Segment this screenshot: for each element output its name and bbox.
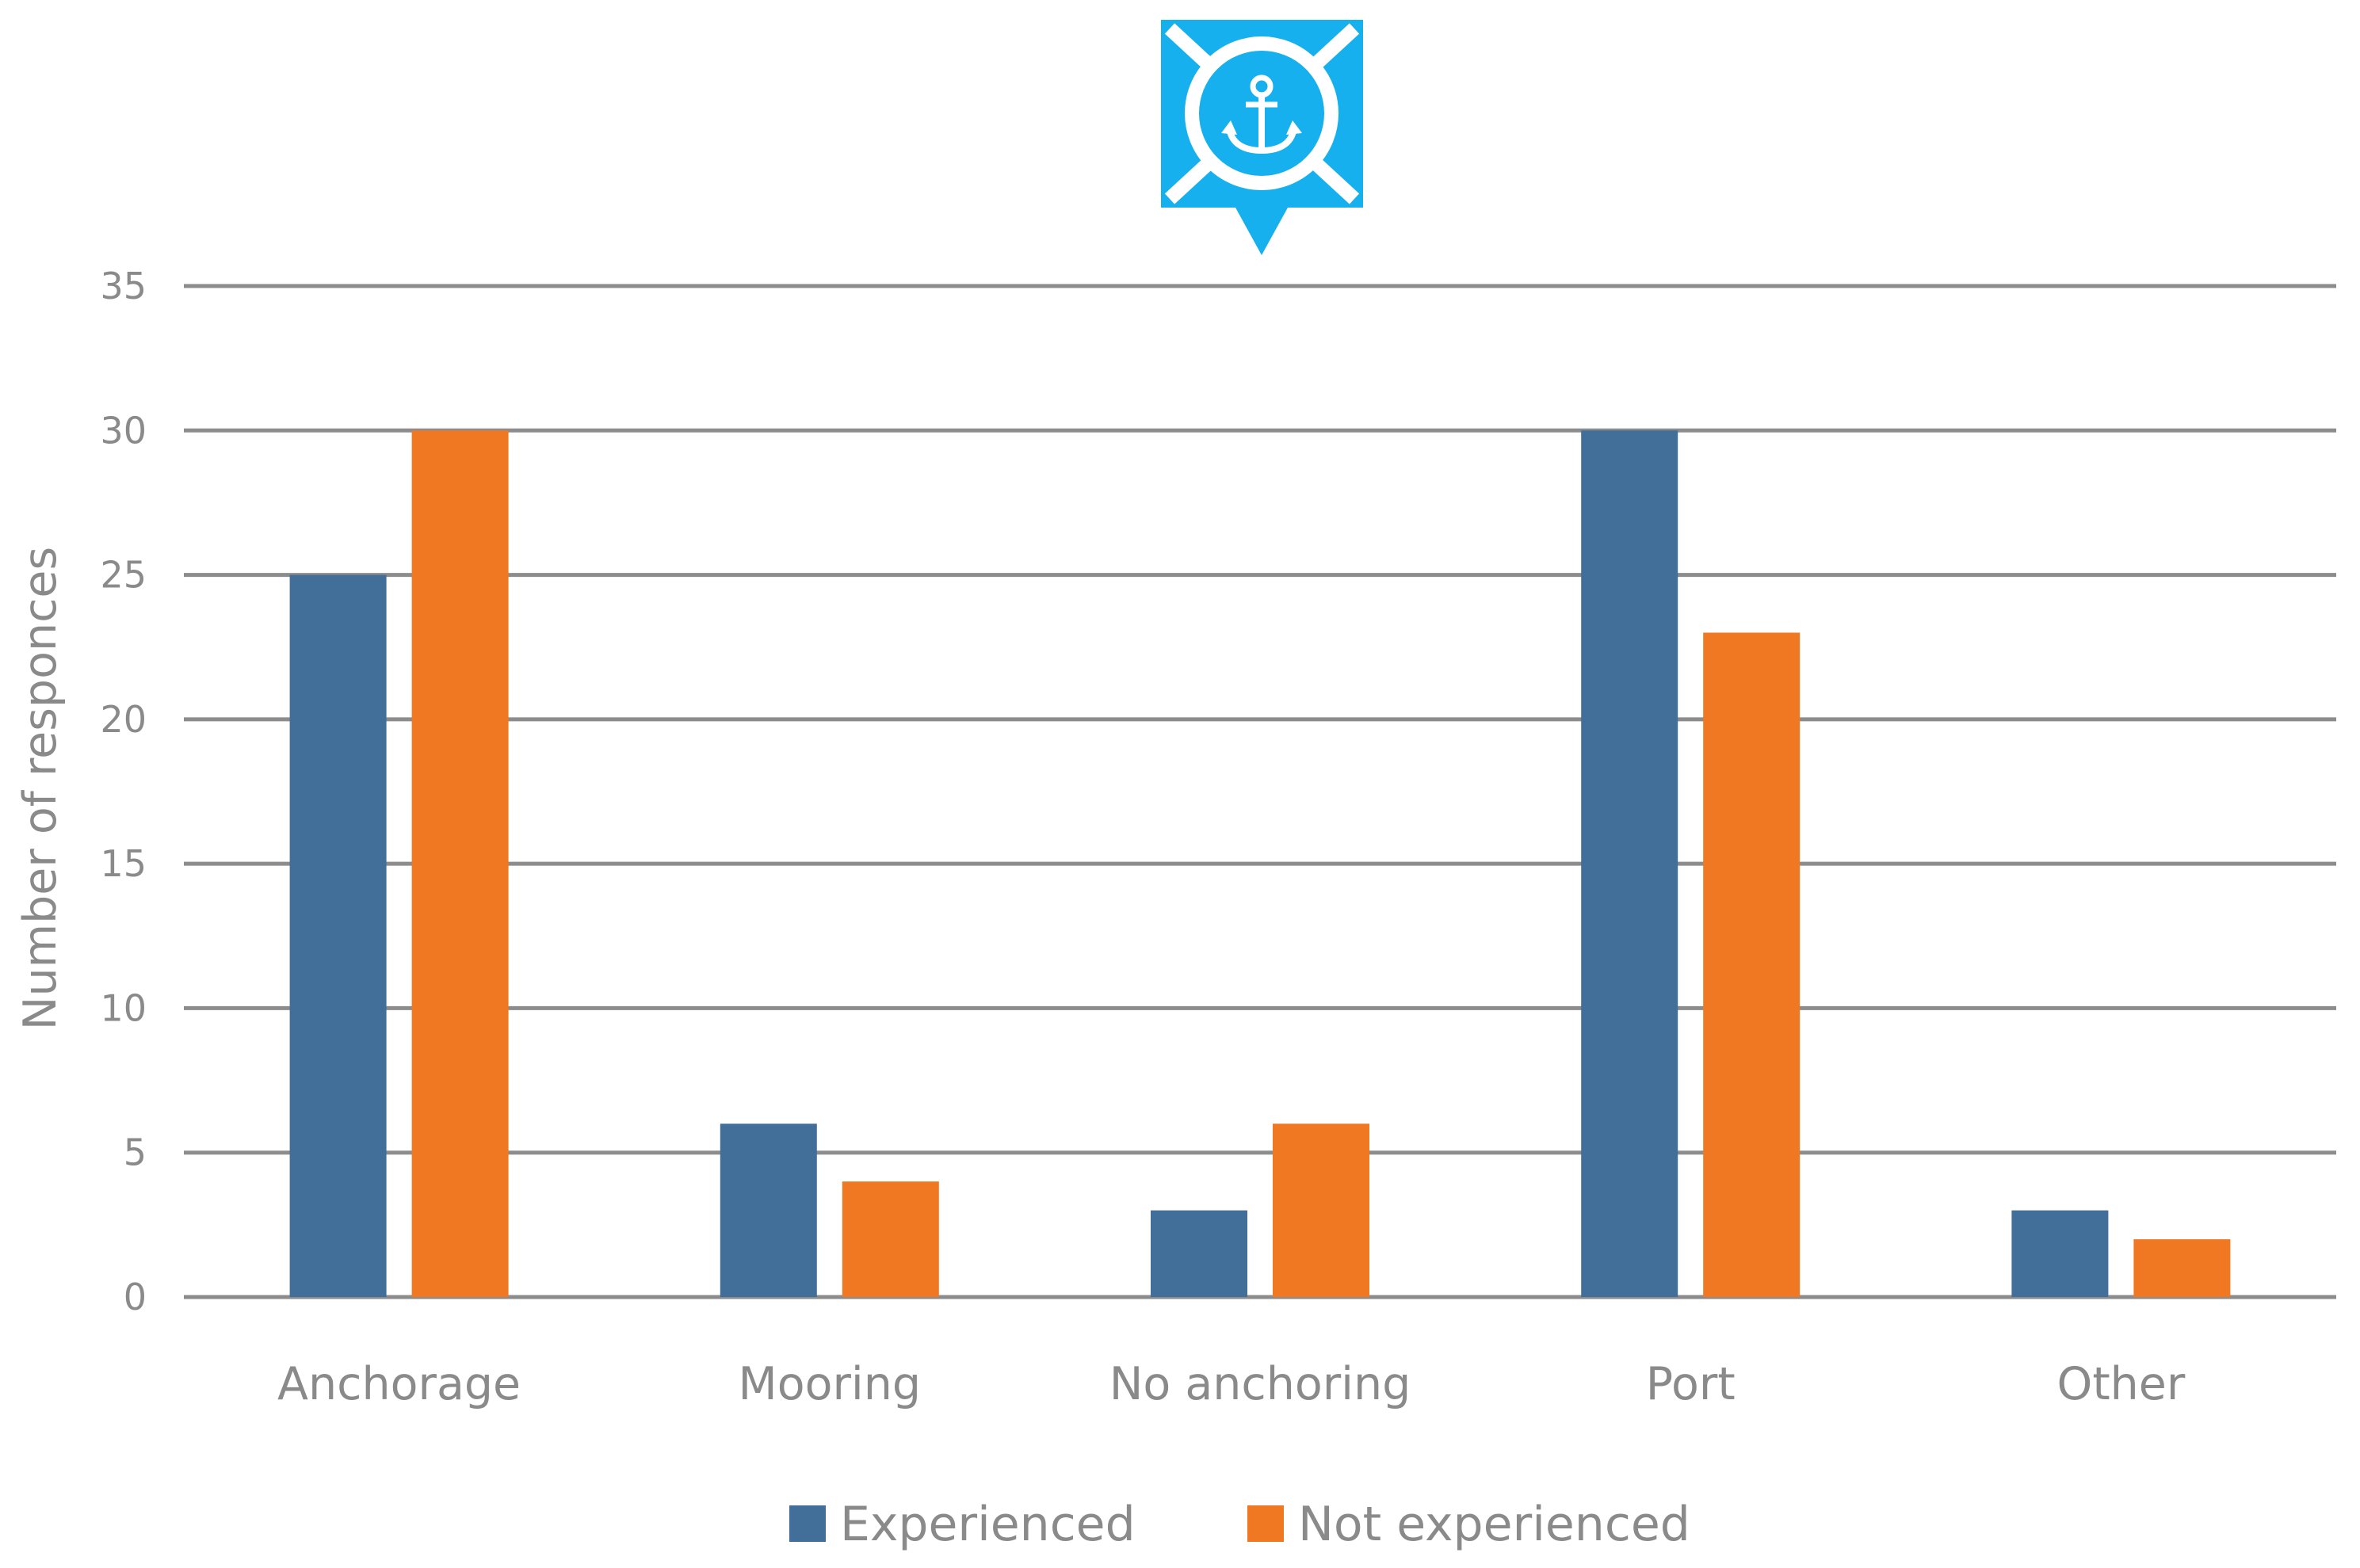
- bar-experienced: [289, 574, 387, 1297]
- x-tick-label: Mooring: [739, 1358, 922, 1410]
- legend-swatch: [1247, 1505, 1284, 1542]
- y-tick-label: 15: [100, 842, 147, 885]
- x-tick-label: Anchorage: [277, 1358, 521, 1410]
- legend-swatch: [789, 1505, 826, 1542]
- bar-not-experienced: [1273, 1124, 1369, 1297]
- bar-not-experienced: [1703, 632, 1801, 1297]
- bar-experienced: [1581, 430, 1678, 1298]
- bar-experienced: [1151, 1210, 1247, 1297]
- x-tick-label: Port: [1646, 1358, 1736, 1410]
- y-tick-label: 25: [100, 554, 147, 597]
- anchor-marker-icon: [1161, 20, 1363, 255]
- y-tick-label: 10: [100, 986, 147, 1029]
- bar-not-experienced: [411, 430, 509, 1298]
- y-axis-title: Number of responces: [14, 547, 67, 1030]
- y-tick-label: 30: [100, 409, 147, 452]
- y-tick-label: 5: [124, 1131, 147, 1174]
- y-tick-label: 35: [100, 265, 147, 307]
- bar-not-experienced: [842, 1181, 939, 1297]
- legend: Experienced Not experienced: [789, 1497, 1690, 1552]
- y-tick-label: 0: [124, 1276, 147, 1318]
- x-tick-label: Other: [2056, 1358, 2185, 1410]
- bar-not-experienced: [2133, 1239, 2231, 1297]
- bar-experienced: [720, 1124, 817, 1297]
- legend-label: Experienced: [840, 1497, 1136, 1552]
- x-tick-label: No anchoring: [1109, 1358, 1411, 1410]
- y-tick-label: 20: [100, 698, 147, 741]
- bar-experienced: [2011, 1210, 2109, 1297]
- legend-label: Not experienced: [1298, 1497, 1690, 1552]
